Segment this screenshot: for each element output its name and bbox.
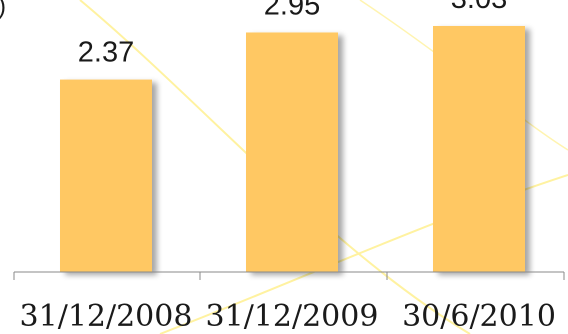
x-tick-label-1: 31/12/2008 (20, 299, 193, 334)
x-axis: 31/12/2008 31/12/2009 30/6/2010 (13, 271, 565, 334)
fragment-text: ) (0, 0, 6, 20)
bars-layer (60, 25, 525, 273)
x-tick-label-2: 31/12/2009 (206, 299, 379, 334)
x-tick-label-3: 30/6/2010 (402, 299, 556, 334)
bar-1 (60, 79, 152, 272)
bar-value-label-3: 3.03 (451, 0, 507, 15)
bar-3 (433, 25, 525, 273)
x-axis-ticks: 31/12/2008 31/12/2009 30/6/2010 (13, 272, 565, 334)
value-labels-layer: 2.37 2.95 3.03 (78, 0, 507, 69)
bar-value-label-1: 2.37 (78, 37, 134, 69)
bar-value-label-2: 2.95 (264, 0, 320, 21)
bar-2 (246, 32, 338, 272)
